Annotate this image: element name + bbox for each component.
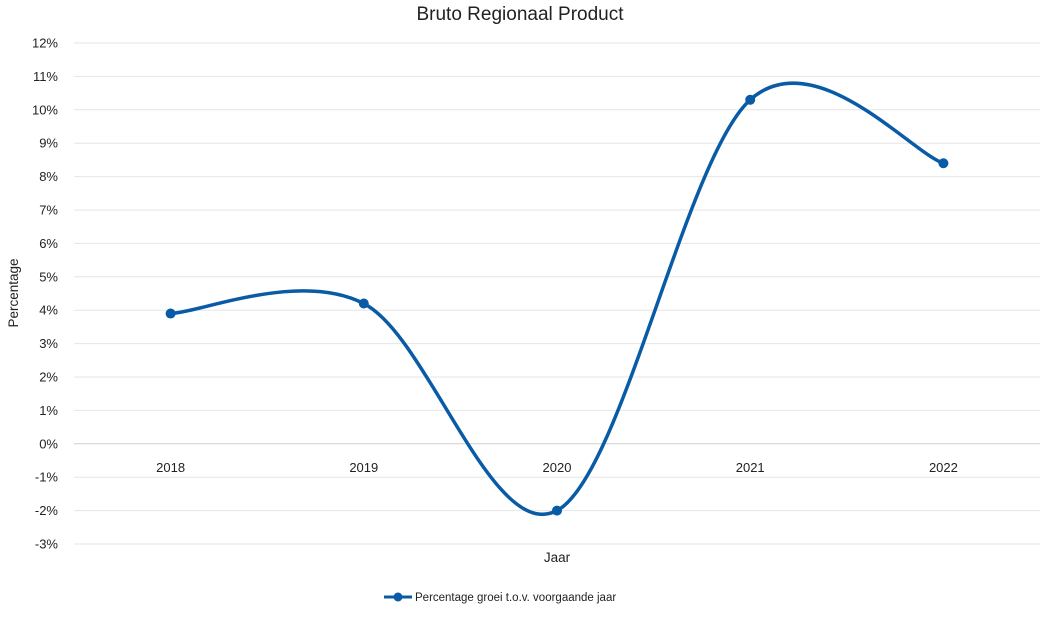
data-point [165, 308, 176, 319]
y-tick-label: 5% [39, 269, 58, 284]
x-tick-labels: 2018 2019 2020 2021 2022 [156, 460, 958, 475]
x-tick-label: 2019 [349, 460, 378, 475]
series-line [168, 81, 946, 516]
y-tick-label: -1% [35, 470, 59, 485]
series-group [165, 81, 949, 516]
y-tick-label: 2% [39, 370, 58, 385]
y-tick-label: 9% [39, 136, 58, 151]
y-tick-labels: 12% 11% 10% 9% 8% 7% 6% 5% 4% 3% 2% 1% 0% -1% -2% -3% [32, 36, 58, 552]
legend-entry: Percentage groei t.o.v. voorgaande jaar [415, 592, 616, 604]
y-tick-label: -3% [35, 537, 59, 552]
data-point [552, 505, 562, 516]
x-tick-label: 2018 [156, 460, 185, 475]
x-tick-label: 2021 [736, 460, 765, 475]
y-tick-label: 4% [39, 303, 58, 318]
data-point [358, 298, 369, 309]
chart-title: Bruto Regionaal Product [416, 4, 624, 25]
y-tick-label: 7% [39, 203, 58, 218]
x-tick-label: 2020 [543, 460, 572, 475]
legend: Percentage groei t.o.v. voorgaande jaar [384, 592, 616, 604]
data-point [745, 94, 756, 105]
y-tick-label: 0% [39, 436, 58, 451]
x-tick-label: 2022 [929, 460, 958, 475]
y-tick-label: 8% [39, 169, 58, 184]
legend-marker-icon [393, 592, 403, 602]
y-tick-label: 11% [33, 69, 58, 84]
data-point [938, 158, 949, 169]
y-tick-label: 10% [32, 102, 58, 117]
gridlines [74, 42, 1040, 545]
y-tick-label: 3% [39, 336, 58, 351]
y-axis-label: Percentage [6, 258, 21, 327]
y-tick-label: 12% [32, 36, 58, 51]
y-tick-label: 1% [39, 403, 58, 418]
y-tick-label: -2% [35, 503, 59, 518]
y-tick-label: 6% [39, 236, 58, 251]
x-axis-label: Jaar [544, 550, 571, 565]
